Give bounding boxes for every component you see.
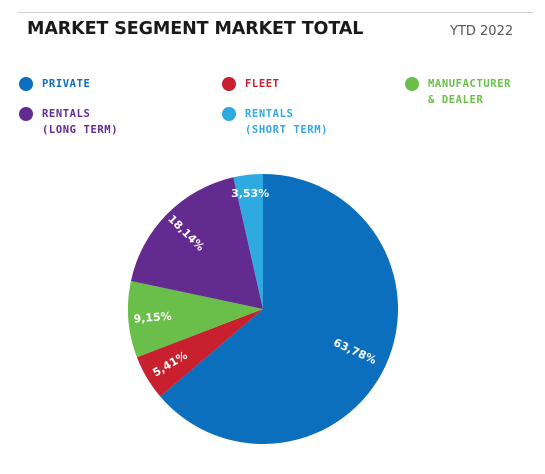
legend-label: MANUFACTURER & DEALER [428,78,512,106]
period-label: YTD 2022 [450,24,514,39]
legend-item-private: PRIVATE [19,77,90,92]
pie-slice [130,177,263,309]
legend-dot-icon [222,107,236,121]
legend-label: RENTALS (LONG TERM) [42,108,119,136]
legend-dot-icon [222,77,236,91]
legend-label: PRIVATE [42,78,91,90]
slice-value-label: 9,15% [133,310,172,326]
legend-dot-icon [405,77,419,91]
legend-item-manufacturer-dealer: MANUFACTURER & DEALER [405,77,511,108]
legend-dot-icon [19,77,33,91]
slice-value-label: 3,53% [231,187,269,200]
pie-slice [128,280,263,358]
legend-label: FLEET [245,78,280,90]
pie-slice [160,174,399,444]
pie-slice [233,174,263,309]
legend-dot-icon [19,107,33,121]
pie-slice [136,309,263,397]
chart-title: MARKET SEGMENT MARKET TOTAL [27,19,364,39]
legend-item-fleet: FLEET [222,77,280,92]
legend-label: RENTALS (SHORT TERM) [245,108,329,136]
legend-item-rentals-long-term: RENTALS (LONG TERM) [19,107,118,138]
header-divider [18,12,533,13]
legend-item-rentals-short-term: RENTALS (SHORT TERM) [222,107,328,138]
